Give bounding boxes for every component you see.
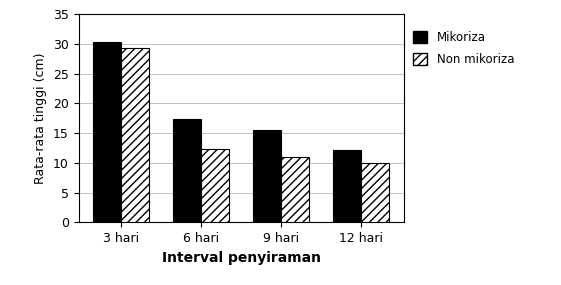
Bar — [201, 148, 229, 222]
Legend: Mikoriza, Non mikoriza: Mikoriza, Non mikoriza — [413, 30, 514, 66]
Bar — [281, 157, 309, 222]
Bar — [333, 150, 361, 222]
Bar — [93, 42, 121, 222]
Y-axis label: Rata-rata tinggi (cm): Rata-rata tinggi (cm) — [34, 52, 47, 184]
X-axis label: Interval penyiraman: Interval penyiraman — [162, 251, 321, 264]
Bar — [121, 48, 149, 222]
Bar — [253, 130, 281, 222]
Bar — [361, 163, 389, 222]
Bar — [173, 119, 201, 222]
